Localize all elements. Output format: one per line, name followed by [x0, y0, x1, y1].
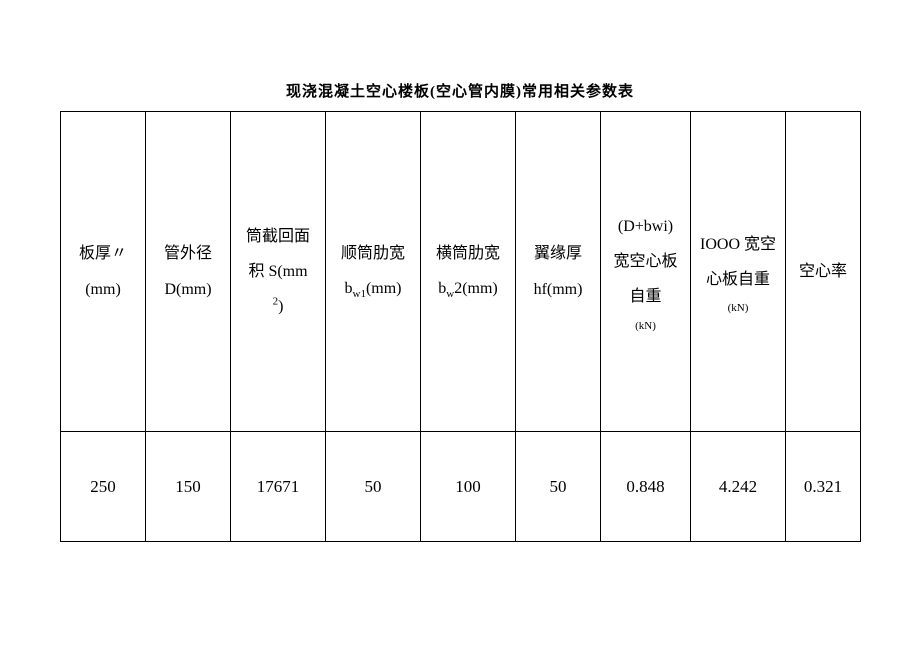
- header-void-ratio: 空心率: [786, 112, 861, 432]
- header-text: D(mm): [164, 281, 211, 298]
- header-rib-width-2: 横筒肋宽 bw2(mm): [421, 112, 516, 432]
- cell-self-weight-1000: 4.242: [691, 432, 786, 542]
- header-text: 心板自重: [706, 271, 770, 288]
- header-unit: (kN): [603, 319, 688, 334]
- header-text: 空心率: [799, 263, 847, 280]
- header-text: 顺筒肋宽: [341, 245, 405, 262]
- parameters-table: 板厚〃 (mm) 管外径 D(mm) 筒截回面 积 S(mm 2) 顺筒肋宽 b…: [60, 111, 861, 542]
- cell-self-weight-dbw: 0.848: [601, 432, 691, 542]
- header-self-weight-dbw: (D+bwi) 宽空心板 自重 (kN): [601, 112, 691, 432]
- cell-outer-diameter: 150: [146, 432, 231, 542]
- cell-flange-thickness: 50: [516, 432, 601, 542]
- header-thickness: 板厚〃 (mm): [61, 112, 146, 432]
- header-rib-width-1: 顺筒肋宽 bw1(mm): [326, 112, 421, 432]
- cell-section-area: 17671: [231, 432, 326, 542]
- header-sub: w1: [353, 289, 366, 301]
- document-page: 现浇混凝土空心楼板(空心管内膜)常用相关参数表 板厚〃 (mm) 管外径 D(m…: [0, 0, 920, 651]
- header-text: (mm): [366, 280, 402, 297]
- header-text: b: [345, 280, 353, 297]
- cell-thickness: 250: [61, 432, 146, 542]
- header-text: 管外径: [164, 245, 212, 262]
- header-text: 2(mm): [454, 280, 498, 297]
- header-text: 筒截回面: [246, 228, 310, 245]
- header-section-area: 筒截回面 积 S(mm 2): [231, 112, 326, 432]
- cell-void-ratio: 0.321: [786, 432, 861, 542]
- table-title: 现浇混凝土空心楼板(空心管内膜)常用相关参数表: [60, 80, 860, 101]
- header-row: 板厚〃 (mm) 管外径 D(mm) 筒截回面 积 S(mm 2) 顺筒肋宽 b…: [61, 112, 861, 432]
- cell-rib-width-1: 50: [326, 432, 421, 542]
- header-text: 板厚〃: [79, 245, 127, 262]
- table-row: 250 150 17671 50 100 50 0.848 4.242 0.32…: [61, 432, 861, 542]
- header-outer-diameter: 管外径 D(mm): [146, 112, 231, 432]
- header-text: 宽空心板: [613, 253, 677, 270]
- header-text: (mm): [85, 281, 121, 298]
- header-text: 积 S(mm: [248, 263, 307, 280]
- header-self-weight-1000: IOOO 宽空 心板自重 (kN): [691, 112, 786, 432]
- header-text: 翼缘厚: [534, 245, 582, 262]
- header-unit: (kN): [693, 301, 783, 316]
- header-text: (D+bwi): [618, 218, 673, 235]
- header-text: IOOO 宽空: [700, 236, 776, 253]
- cell-rib-width-2: 100: [421, 432, 516, 542]
- header-sub: w: [446, 289, 454, 301]
- header-text: 横筒肋宽: [436, 245, 500, 262]
- header-text: hf(mm): [534, 281, 583, 298]
- header-text: ): [278, 298, 283, 315]
- header-text: 自重: [629, 288, 661, 305]
- header-flange-thickness: 翼缘厚 hf(mm): [516, 112, 601, 432]
